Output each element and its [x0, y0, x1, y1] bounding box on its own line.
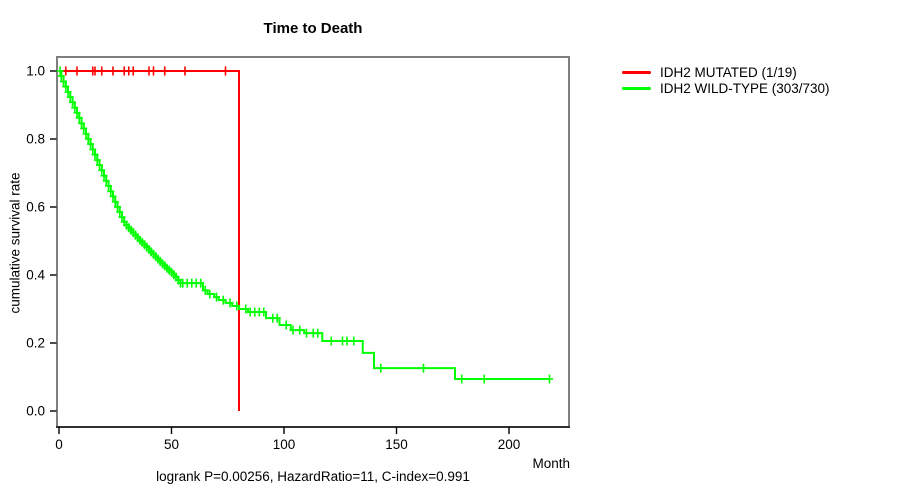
legend-label-mutated: IDH2 MUTATED (1/19) [660, 64, 797, 80]
x-axis-label: Month [532, 456, 570, 471]
y-tick-label: 0.4 [26, 268, 45, 283]
legend: IDH2 MUTATED (1/19) IDH2 WILD-TYPE (303/… [622, 64, 830, 96]
y-axis-label: cumulative survival rate [7, 172, 23, 314]
y-tick-label: 0.2 [26, 336, 45, 351]
x-tick-label: 150 [385, 437, 408, 452]
stats-annotation: logrank P=0.00256, HazardRatio=11, C-ind… [156, 469, 470, 484]
x-tick-label: 0 [55, 437, 63, 452]
y-tick-label: 1.0 [26, 64, 45, 79]
plot-frame [56, 56, 570, 428]
legend-item-idh2-wild-type: IDH2 WILD-TYPE (303/730) [622, 80, 830, 96]
legend-line-sample-wild-type [622, 86, 651, 90]
x-tick-label: 200 [498, 437, 521, 452]
chart-title: Time to Death [263, 20, 363, 37]
y-tick-label: 0.8 [26, 132, 45, 147]
x-tick-label: 50 [164, 437, 179, 452]
legend-line-sample-mutated [622, 70, 651, 74]
survival-curve-idh2-mutated [59, 70, 240, 411]
y-tick-label: 0.6 [26, 200, 45, 215]
y-tick-label: 0.0 [26, 404, 45, 419]
legend-label-wild-type: IDH2 WILD-TYPE (303/730) [660, 80, 830, 96]
x-tick-label: 100 [273, 437, 296, 452]
legend-item-idh2-mutated: IDH2 MUTATED (1/19) [622, 64, 830, 80]
